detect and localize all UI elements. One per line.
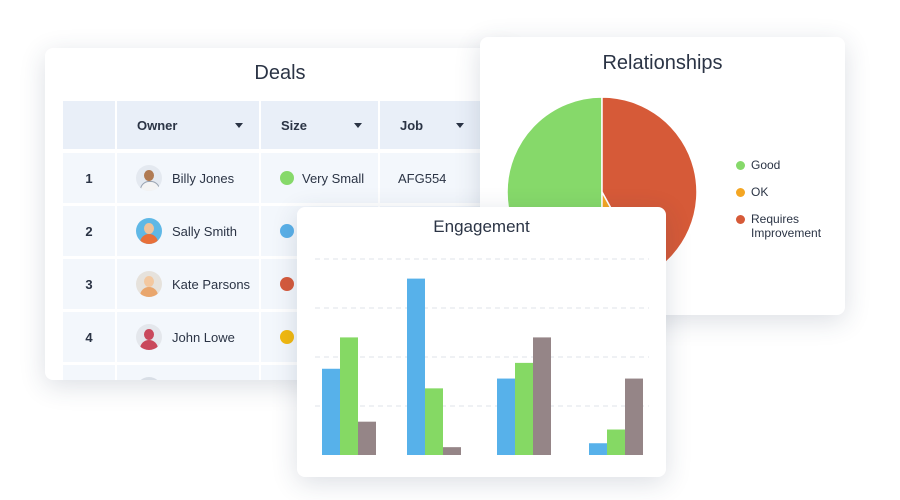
header-owner-label: Owner	[137, 117, 178, 133]
row-number: 2	[63, 206, 115, 256]
engagement-card: Engagement	[297, 207, 666, 477]
owner-cell[interactable]: Kate Parsons	[117, 259, 259, 309]
legend-dot	[736, 161, 745, 170]
legend-label: Requires Improvement	[751, 212, 822, 240]
job-cell[interactable]: AFG554	[380, 153, 480, 203]
owner-cell[interactable]: Billy Jones	[117, 153, 259, 203]
engagement-title: Engagement	[433, 217, 530, 236]
bar-series-2-group-2	[425, 388, 443, 455]
legend-dot	[736, 215, 745, 224]
legend-label: OK	[751, 185, 769, 199]
header-cell-owner[interactable]: Owner	[117, 101, 259, 149]
header-size-label: Size	[281, 117, 308, 133]
size-cell[interactable]: Very Small	[261, 153, 378, 203]
legend-dot	[736, 188, 745, 197]
row-number: 1	[63, 153, 115, 203]
bar-series-1-group-1	[322, 368, 340, 455]
avatar	[136, 218, 162, 244]
row-number: 3	[63, 259, 115, 309]
size-status-dot	[280, 224, 294, 238]
owner-name: Kate Parsons	[172, 276, 251, 292]
header-cell-index	[63, 101, 115, 149]
legend-label: Good	[751, 158, 781, 172]
size-label: Very Small	[302, 170, 365, 186]
legend-item-good: Good	[736, 158, 831, 172]
table-row-partial	[63, 365, 115, 380]
caret-down-icon[interactable]	[456, 122, 464, 128]
caret-down-icon[interactable]	[354, 122, 362, 128]
owner-cell[interactable]: John Lowe	[117, 312, 259, 362]
bar-series-3-group-3	[533, 337, 551, 455]
job-label: AFG554	[398, 170, 447, 186]
bar-series-2-group-1	[340, 337, 358, 455]
avatar	[136, 324, 162, 350]
owner-name: John Lowe	[172, 329, 235, 345]
avatar	[136, 271, 162, 297]
legend-item-ok: OK	[736, 185, 831, 199]
caret-down-icon[interactable]	[235, 122, 243, 128]
engagement-bar-chart	[315, 258, 649, 455]
size-status-dot	[280, 171, 294, 185]
row-number: 4	[63, 312, 115, 362]
deals-title: Deals	[254, 62, 306, 84]
owner-cell[interactable]: Sally Smith	[117, 206, 259, 256]
avatar	[136, 377, 162, 380]
owner-name: Sally Smith	[172, 223, 238, 239]
avatar	[136, 165, 162, 191]
bar-series-3-group-4	[625, 378, 643, 455]
header-cell-job[interactable]: Job	[380, 101, 480, 149]
pie-legend: Good OK Requires Improvement	[736, 158, 831, 253]
bar-series-2-group-3	[515, 362, 533, 455]
header-job-label: Job	[400, 117, 424, 133]
size-status-dot	[280, 330, 294, 344]
bar-series-3-group-2	[443, 447, 461, 455]
bar-series-3-group-1	[358, 421, 376, 455]
legend-item-requires-improvement: Requires Improvement	[736, 212, 831, 240]
bar-series-1-group-4	[589, 443, 607, 455]
size-status-dot	[280, 277, 294, 291]
bar-series-2-group-4	[607, 429, 625, 455]
header-cell-size[interactable]: Size	[261, 101, 378, 149]
bar-series-1-group-2	[407, 278, 425, 455]
owner-name: Billy Jones	[172, 170, 235, 186]
bar-series-1-group-3	[497, 378, 515, 455]
owner-cell	[117, 365, 259, 380]
relationships-title: Relationships	[602, 52, 723, 74]
